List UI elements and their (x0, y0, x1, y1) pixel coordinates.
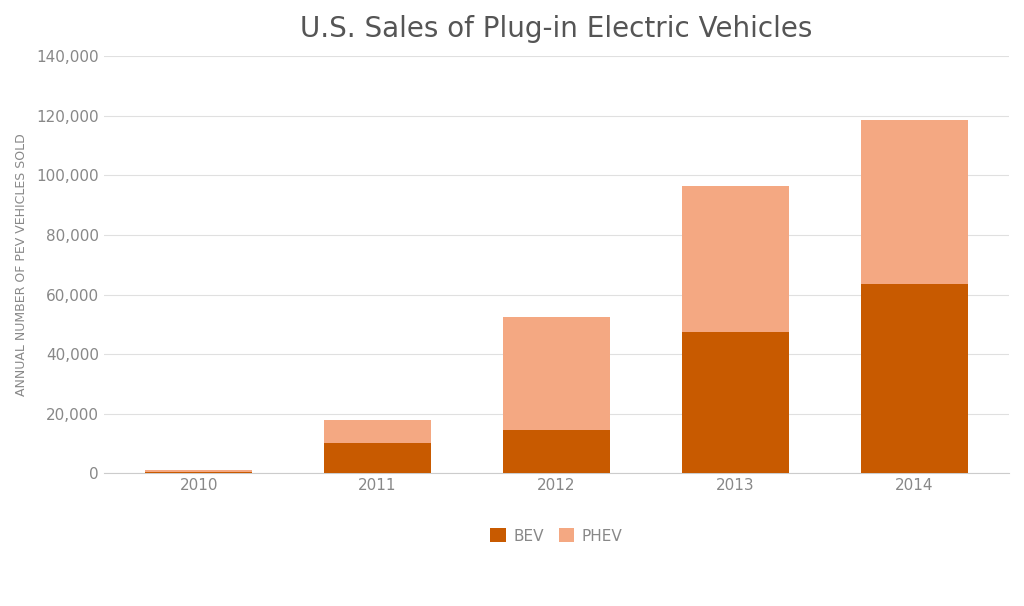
Bar (860, 284, 968, 473)
Bar (324, 443, 431, 473)
Bar (145, 470, 252, 472)
Legend: BEV, PHEV: BEV, PHEV (484, 522, 629, 550)
Bar (503, 430, 610, 473)
Title: U.S. Sales of Plug-in Electric Vehicles: U.S. Sales of Plug-in Electric Vehicles (300, 15, 813, 43)
Bar (682, 186, 788, 331)
Bar (324, 420, 431, 443)
Bar (145, 472, 252, 473)
Bar (682, 331, 788, 473)
Y-axis label: ANNUAL NUMBER OF PEV VEHICLES SOLD: ANNUAL NUMBER OF PEV VEHICLES SOLD (15, 133, 28, 396)
Bar (860, 121, 968, 284)
Bar (503, 317, 610, 430)
